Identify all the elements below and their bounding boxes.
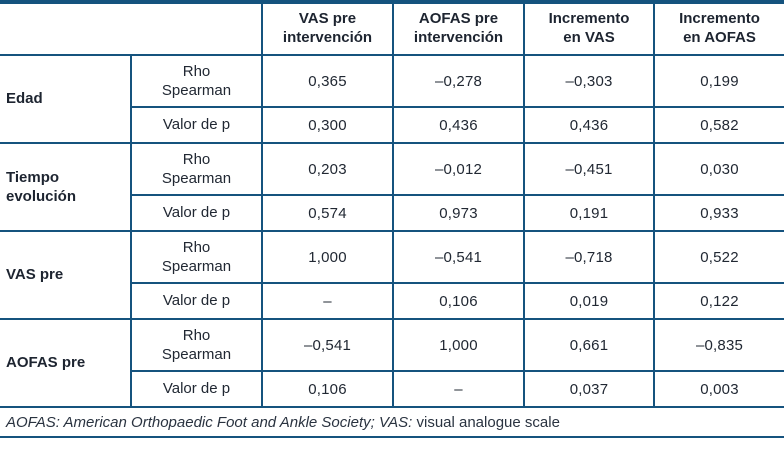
stat-label-p: Valor de p <box>131 282 263 320</box>
cell-value: 0,661 <box>523 318 655 372</box>
table-row: Valor de p – 0,106 0,019 0,122 <box>0 282 784 320</box>
cell-value: 0,003 <box>653 370 784 408</box>
row-group-label-tiempo-evolucion: Tiempo evolución <box>0 142 132 232</box>
cell-value: – <box>392 370 525 408</box>
footnote-expansion: visual analogue scale <box>412 413 560 431</box>
cell-value: 0,199 <box>653 54 784 108</box>
stat-label-p: Valor de p <box>131 194 263 232</box>
cell-value: 1,000 <box>392 318 525 372</box>
cell-value: –0,278 <box>392 54 525 108</box>
footnote-abbreviations: AOFAS: American Orthopaedic Foot and Ank… <box>6 413 413 431</box>
cell-value: – <box>261 282 394 320</box>
row-group-label-vas-pre: VAS pre <box>0 230 132 320</box>
cell-value: 0,933 <box>653 194 784 232</box>
cell-value: 0,106 <box>261 370 394 408</box>
cell-value: 0,037 <box>523 370 655 408</box>
cell-value: 1,000 <box>261 230 394 284</box>
cell-value: 0,019 <box>523 282 655 320</box>
stat-label-rho: Rho Spearman <box>130 142 263 196</box>
cell-value: 0,436 <box>523 106 655 144</box>
stat-label-rho: Rho Spearman <box>130 54 263 108</box>
cell-value: 0,203 <box>261 142 394 196</box>
table-row: Valor de p 0,574 0,973 0,191 0,933 <box>0 194 784 232</box>
cell-value: 0,522 <box>653 230 784 284</box>
header-row: VAS pre intervención AOFAS pre intervenc… <box>0 1 784 56</box>
cell-value: 0,300 <box>261 106 394 144</box>
cell-value: 0,106 <box>392 282 525 320</box>
cell-value: –0,303 <box>523 54 655 108</box>
cell-value: 0,030 <box>653 142 784 196</box>
correlation-table: VAS pre intervención AOFAS pre intervenc… <box>0 0 784 438</box>
column-header-incremento-aofas: Incremento en AOFAS <box>653 1 784 56</box>
cell-value: –0,718 <box>523 230 655 284</box>
table-row: Valor de p 0,300 0,436 0,436 0,582 <box>0 106 784 144</box>
cell-value: –0,012 <box>392 142 525 196</box>
table-row: VAS pre Rho Spearman 1,000 –0,541 –0,718… <box>0 230 784 320</box>
cell-value: –0,835 <box>653 318 784 372</box>
table-row: Valor de p 0,106 – 0,037 0,003 <box>0 370 784 408</box>
table-row: Tiempo evolución Rho Spearman 0,203 –0,0… <box>0 142 784 232</box>
cell-value: –0,541 <box>392 230 525 284</box>
cell-value: –0,451 <box>523 142 655 196</box>
stat-label-rho: Rho Spearman <box>130 230 263 284</box>
cell-value: –0,541 <box>261 318 394 372</box>
table-footnote: AOFAS: American Orthopaedic Foot and Ank… <box>0 406 784 438</box>
corner-empty-cell <box>0 1 263 56</box>
cell-value: 0,436 <box>392 106 525 144</box>
column-header-incremento-vas: Incremento en VAS <box>523 1 655 56</box>
stat-label-rho: Rho Spearman <box>130 318 263 372</box>
stat-label-p: Valor de p <box>131 370 263 408</box>
stat-label-p: Valor de p <box>131 106 263 144</box>
cell-value: 0,122 <box>653 282 784 320</box>
row-group-label-edad: Edad <box>0 54 132 144</box>
row-group-label-aofas-pre: AOFAS pre <box>0 318 132 408</box>
table-row: AOFAS pre Rho Spearman –0,541 1,000 0,66… <box>0 318 784 408</box>
column-header-aofas-pre: AOFAS pre intervención <box>392 1 525 56</box>
column-header-vas-pre: VAS pre intervención <box>261 1 394 56</box>
cell-value: 0,973 <box>392 194 525 232</box>
cell-value: 0,191 <box>523 194 655 232</box>
cell-value: 0,582 <box>653 106 784 144</box>
table-row: Edad Rho Spearman 0,365 –0,278 –0,303 0,… <box>0 54 784 144</box>
cell-value: 0,365 <box>261 54 394 108</box>
cell-value: 0,574 <box>261 194 394 232</box>
footnote-row: AOFAS: American Orthopaedic Foot and Ank… <box>0 406 784 438</box>
